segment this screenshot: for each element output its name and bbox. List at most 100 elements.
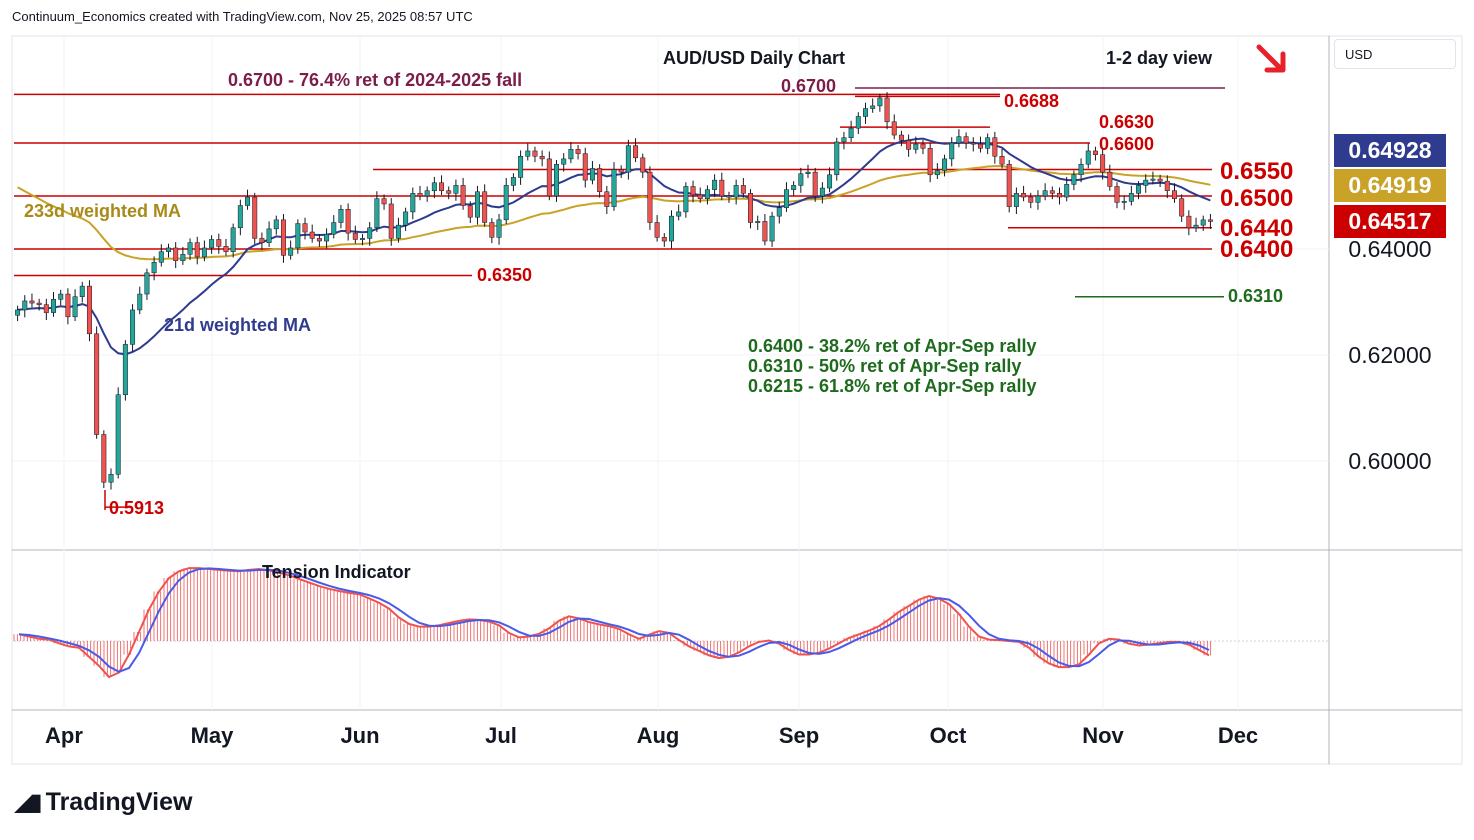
candle-body: [1107, 171, 1113, 187]
candle-body: [719, 179, 725, 197]
candle: [740, 177, 746, 198]
candle-body: [1057, 193, 1062, 198]
candle: [1021, 185, 1027, 202]
time-axis-label: Dec: [1218, 723, 1258, 748]
candle-body: [273, 219, 279, 230]
level-label-0.6400: 0.6400: [1220, 236, 1293, 263]
candle: [223, 238, 229, 256]
candle-body: [15, 309, 21, 316]
candle-body: [259, 238, 265, 243]
candle-body: [1128, 193, 1134, 202]
candle: [733, 179, 739, 205]
candle-body: [1006, 163, 1012, 207]
candle-body: [446, 190, 452, 194]
candle: [1042, 183, 1048, 201]
candle-body: [266, 228, 272, 243]
candle-body: [1100, 154, 1106, 173]
candle: [525, 143, 531, 161]
candle-body: [36, 302, 42, 305]
candle: [927, 142, 933, 183]
candle: [956, 129, 962, 148]
level-label-0.6600: 0.6600: [1099, 134, 1154, 154]
candle: [661, 233, 667, 247]
candle-body: [949, 142, 955, 160]
candle: [1157, 174, 1163, 187]
candle-body: [992, 137, 998, 157]
candle-body: [489, 222, 495, 238]
candle: [216, 233, 222, 254]
tradingview-logo[interactable]: ◢▮ TradingView: [14, 788, 192, 817]
candle: [1114, 182, 1120, 209]
candle: [1035, 190, 1041, 210]
candle-body: [151, 262, 157, 274]
candle-body: [913, 143, 919, 150]
candle-body: [137, 293, 143, 311]
candle-body: [783, 189, 789, 208]
level-label-0.6310: 0.6310: [1228, 286, 1283, 306]
candle: [654, 215, 660, 242]
candle-body: [791, 185, 797, 190]
candle: [1172, 183, 1177, 203]
candle: [898, 130, 904, 147]
level-label-0.6550: 0.6550: [1220, 158, 1293, 185]
candle: [381, 194, 387, 210]
candle-body: [877, 97, 883, 107]
candle-body: [439, 182, 445, 191]
candle-body: [367, 227, 373, 239]
candle-body: [963, 136, 969, 144]
price-tag-ma21: 0.64928: [1334, 134, 1446, 167]
candle: [949, 137, 955, 167]
candle: [970, 137, 976, 152]
candle: [877, 93, 883, 112]
candle: [1078, 158, 1084, 183]
price-axis-label: 0.64000: [1348, 236, 1431, 262]
candle: [1179, 194, 1185, 222]
candle: [1150, 171, 1156, 185]
level-label-0.6440: 0.6440: [1220, 215, 1293, 242]
candle: [546, 151, 552, 201]
candle: [395, 217, 401, 243]
candle: [841, 131, 847, 150]
chart-title: AUD/USD Daily Chart: [663, 48, 845, 68]
tension-slow-line: [18, 567, 1210, 673]
candle: [812, 167, 818, 202]
chart-subtitle: 1-2 day view: [1106, 48, 1213, 68]
candle-body: [748, 193, 754, 223]
candle-body: [733, 185, 739, 198]
candle-body: [1207, 219, 1213, 222]
candle-body: [65, 293, 71, 318]
candle: [230, 223, 236, 258]
candle: [755, 215, 761, 230]
candle: [1028, 192, 1034, 209]
candle-body: [122, 344, 128, 395]
candle-body: [496, 219, 502, 238]
candle-body: [726, 195, 732, 198]
candle-body: [58, 293, 64, 300]
candle: [273, 215, 279, 235]
candle: [942, 154, 948, 177]
candle: [503, 177, 509, 225]
candle: [783, 182, 789, 212]
currency-button[interactable]: USD: [1334, 39, 1456, 69]
candle: [201, 240, 207, 262]
candle: [410, 187, 416, 220]
candle-body: [453, 185, 459, 194]
candle-body: [108, 474, 114, 483]
candle: [611, 162, 617, 211]
candle: [999, 148, 1005, 169]
candle: [568, 141, 574, 164]
candle-body: [1179, 198, 1185, 217]
candle-body: [1035, 195, 1041, 203]
candle: [51, 291, 56, 317]
chart-frame: [11, 35, 1463, 765]
candle: [388, 198, 394, 246]
candle: [338, 205, 344, 229]
candle-body: [676, 211, 682, 217]
candle-body: [898, 134, 904, 141]
candle-body: [683, 186, 689, 213]
candle: [431, 176, 437, 199]
candle: [115, 387, 121, 479]
candle-body: [848, 127, 854, 138]
candle: [647, 166, 653, 230]
